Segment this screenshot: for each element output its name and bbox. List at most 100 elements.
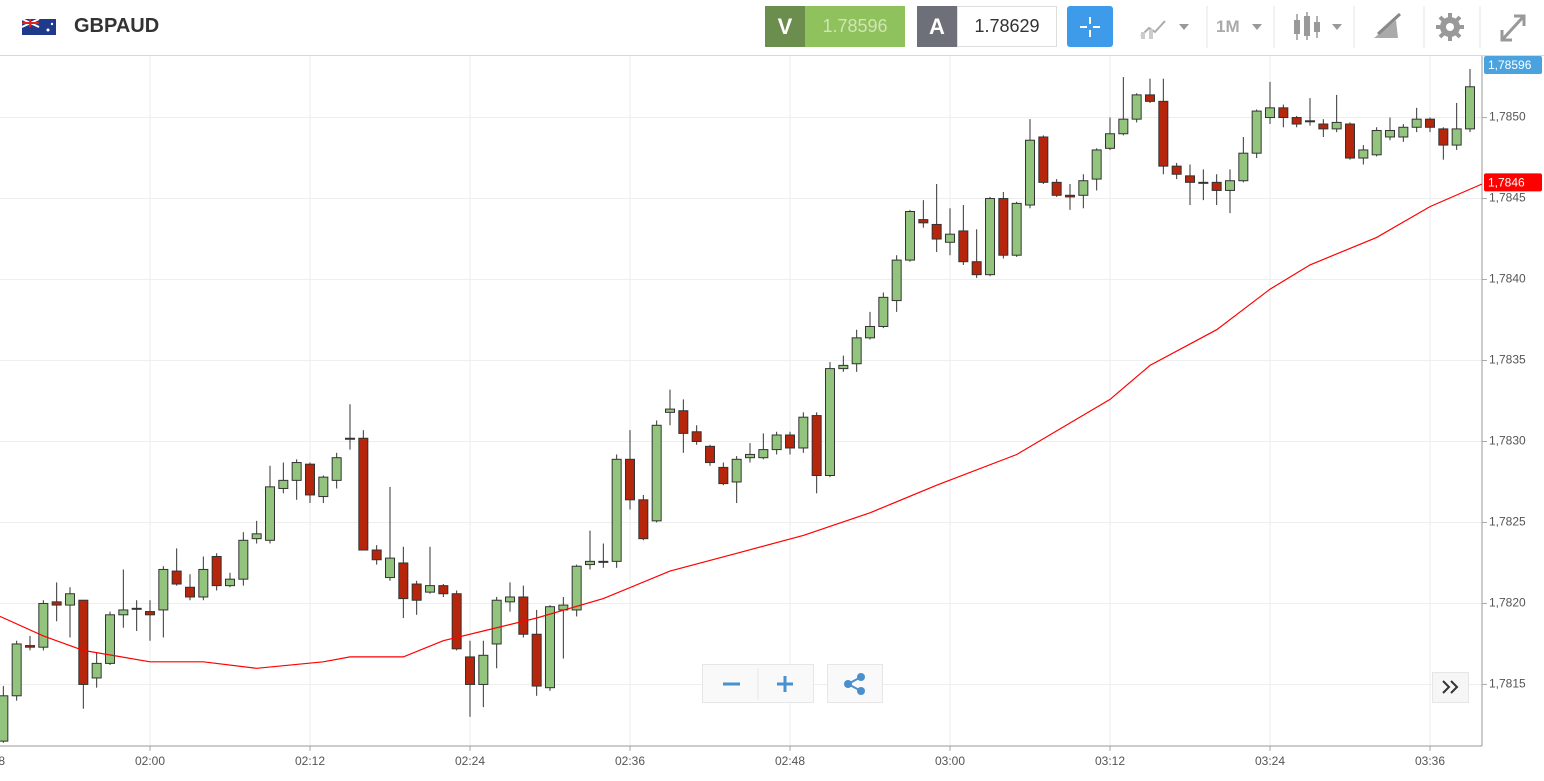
- chart-type-button[interactable]: [1125, 6, 1220, 48]
- candle: [558, 596, 569, 659]
- candle: [1251, 109, 1262, 159]
- candle: [545, 605, 555, 691]
- toolbar-icons: [1252, 6, 1526, 48]
- flag-icon: [22, 19, 56, 35]
- candle-body: [598, 560, 609, 563]
- scroll-latest-button[interactable]: [1432, 672, 1470, 704]
- candle-body: [438, 585, 449, 595]
- candle-body: [78, 599, 89, 685]
- candle-body: [1051, 181, 1062, 196]
- candle: [78, 599, 89, 709]
- x-tick-label: 03:12: [1095, 754, 1125, 768]
- candle-body: [371, 549, 382, 561]
- candle: [238, 532, 249, 586]
- candle: [1171, 162, 1182, 180]
- timeframe[interactable]: 1M: [1216, 16, 1240, 36]
- candle-body: [265, 486, 275, 541]
- candle: [1118, 77, 1129, 136]
- candle-body: [1291, 117, 1302, 125]
- candle: [785, 431, 795, 455]
- bid-price[interactable]: 1.78596: [805, 6, 905, 47]
- candle-body: [1318, 123, 1329, 130]
- candle-body: [971, 261, 982, 276]
- candle-body: [1225, 180, 1235, 191]
- candle-body: [238, 539, 249, 580]
- candle: [118, 569, 129, 628]
- y-tick-label: 1,7825: [1489, 515, 1526, 529]
- candle: [0, 686, 9, 743]
- candle-body: [1425, 118, 1435, 128]
- candle: [985, 196, 995, 277]
- candle-body: [211, 555, 222, 587]
- ask-price[interactable]: 1.78629: [957, 6, 1057, 47]
- candle: [451, 590, 462, 651]
- candle-body: [1465, 86, 1475, 130]
- candle-body: [185, 586, 195, 598]
- candle: [371, 545, 382, 565]
- ask-label[interactable]: A: [917, 6, 957, 47]
- candle: [198, 556, 209, 601]
- candle-body: [651, 424, 662, 522]
- candle: [918, 200, 929, 228]
- candle-body: [158, 568, 169, 611]
- candle: [651, 420, 662, 523]
- candle-body: [131, 607, 142, 610]
- x-tick-label: 02:24: [455, 754, 485, 768]
- y-tick-label: 1,7845: [1489, 191, 1526, 205]
- candle-body: [318, 476, 329, 498]
- candle-body: [1078, 180, 1089, 196]
- candle-body: [1305, 120, 1315, 123]
- candle: [878, 292, 889, 329]
- candle: [411, 580, 422, 615]
- candle-body: [1105, 133, 1115, 149]
- y-tick-label: 1,7820: [1489, 596, 1526, 610]
- candle-body: [25, 645, 35, 648]
- candle: [1425, 117, 1435, 133]
- candle-body: [451, 593, 462, 650]
- candle: [425, 546, 435, 594]
- candle: [758, 433, 769, 460]
- candle-body: [905, 210, 915, 261]
- candle: [1025, 119, 1035, 209]
- candle-body: [345, 437, 355, 440]
- candle-body: [1091, 149, 1102, 180]
- candle-body: [1025, 139, 1035, 206]
- candle-body: [0, 695, 9, 742]
- candle: [225, 572, 235, 588]
- candle: [998, 192, 1009, 259]
- candle-body: [358, 437, 369, 551]
- candle: [598, 543, 609, 568]
- share-button[interactable]: [844, 673, 865, 695]
- candle-body: [1011, 202, 1022, 256]
- candle-body: [1358, 149, 1369, 159]
- candle-body: [1345, 123, 1355, 159]
- candle-body: [1398, 126, 1409, 138]
- candle-body: [811, 415, 822, 477]
- candle: [945, 208, 955, 256]
- candle: [1291, 115, 1302, 128]
- candle-body: [1211, 181, 1222, 191]
- candle: [158, 566, 169, 638]
- candle-body: [225, 578, 235, 587]
- candle: [51, 582, 62, 622]
- y-tick-label: 1,7830: [1489, 434, 1526, 448]
- candle-body: [585, 560, 595, 566]
- bid-label[interactable]: V: [765, 6, 805, 47]
- crosshair-button[interactable]: [1067, 6, 1113, 47]
- candle-body: [1331, 121, 1342, 130]
- zoom-in[interactable]: [777, 676, 793, 692]
- candle-body: [865, 325, 875, 339]
- candle: [1051, 179, 1062, 197]
- candle: [745, 443, 755, 463]
- candle: [211, 553, 222, 591]
- candle: [1078, 174, 1089, 209]
- candle-body: [1038, 136, 1049, 183]
- candle-body: [691, 431, 702, 442]
- candle: [1278, 104, 1289, 128]
- candle: [465, 640, 475, 717]
- candle-body: [625, 458, 635, 501]
- candle: [1265, 81, 1275, 125]
- candle: [1225, 169, 1235, 214]
- candle: [291, 459, 302, 500]
